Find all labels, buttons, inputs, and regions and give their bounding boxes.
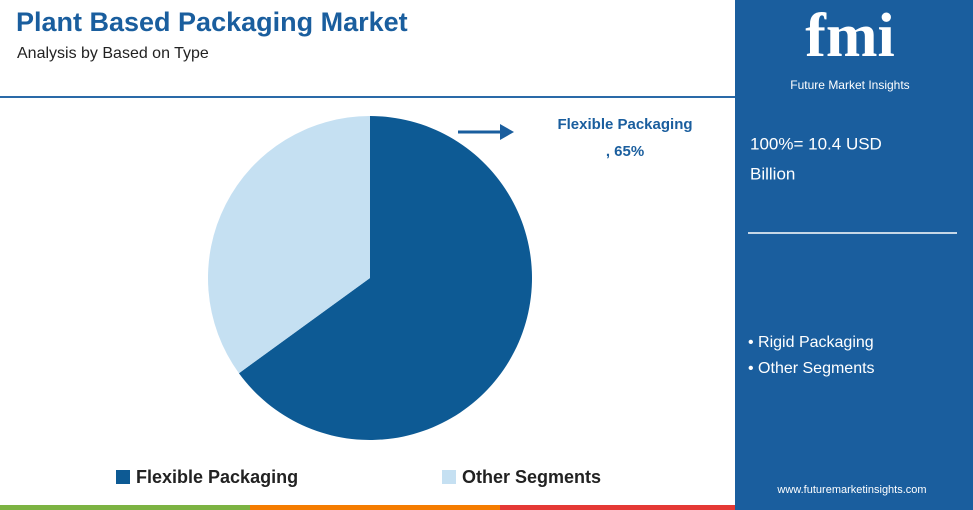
legend-swatch — [116, 470, 130, 484]
legend-label: Flexible Packaging — [136, 467, 298, 487]
side-panel — [735, 0, 973, 510]
website: www.futuremarketinsights.com — [776, 484, 926, 496]
annotation: Flexible Packaging — [557, 116, 692, 133]
footer-strip — [250, 505, 500, 510]
footer-strip — [0, 505, 250, 510]
chart-subtitle: Analysis by Based on Type — [17, 45, 209, 62]
bullet: • Rigid Packaging — [748, 334, 874, 351]
brand: Future Market Insights — [790, 78, 909, 92]
legend-swatch — [442, 470, 456, 484]
logo: fmi — [805, 2, 895, 70]
bullet: • Other Segments — [748, 360, 875, 377]
legend-label: Other Segments — [462, 467, 601, 487]
total-line: Billion — [750, 164, 795, 183]
annotation: , 65% — [606, 143, 644, 160]
pie-slice — [208, 116, 370, 374]
footer-strip — [500, 505, 735, 510]
pie-slice — [238, 116, 532, 441]
total-line: 100%= 10.4 USD — [750, 134, 882, 153]
chart-title: Plant Based Packaging Market — [16, 7, 408, 37]
arrow-head — [500, 124, 514, 140]
